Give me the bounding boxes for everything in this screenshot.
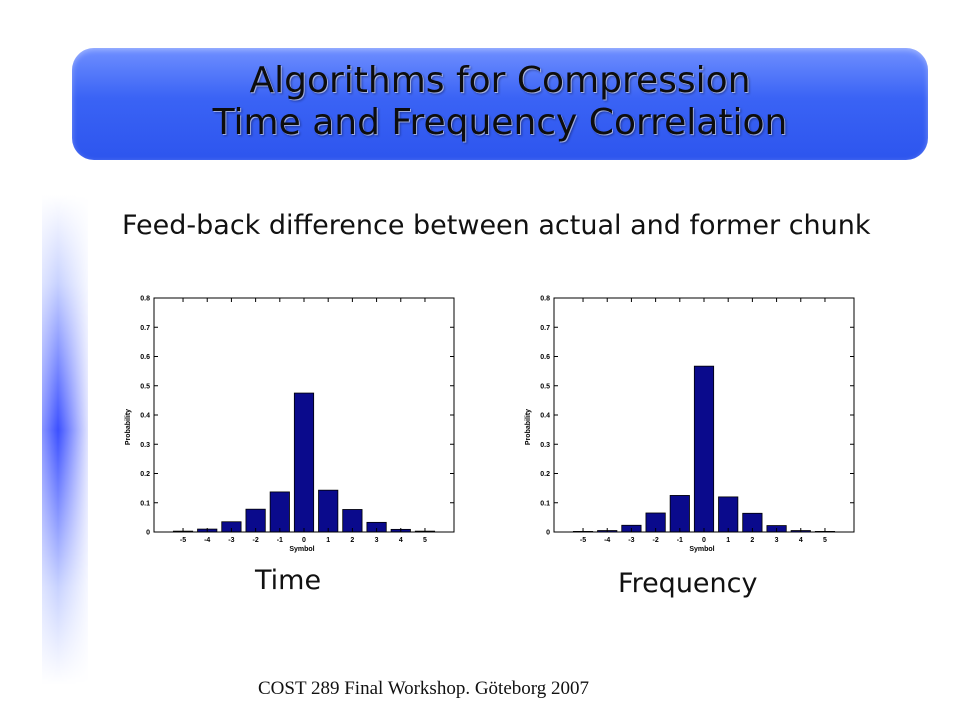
x-tick-label: 3 bbox=[775, 537, 779, 544]
x-tick-label: -1 bbox=[677, 537, 683, 544]
x-tick-label: 2 bbox=[350, 537, 354, 544]
bar bbox=[318, 489, 339, 533]
bar bbox=[669, 495, 690, 533]
time-histogram-chart: 0 0.1 0.2 0.3 0.4 0.5 0.6 0.7 0.8 -5 -4 -3 -2 -1 0 1 2 3 4… bbox=[125, 296, 455, 553]
y-tick-label: 0 bbox=[146, 530, 150, 537]
frequency-histogram-chart: 0 0.1 0.2 0.3 0.4 0.5 0.6 0.7 0.8 -5 -4 -3 -2 -1 0 1 2 3 4… bbox=[525, 296, 855, 553]
x-tick-label: -5 bbox=[580, 537, 586, 544]
bar bbox=[269, 491, 290, 533]
bar bbox=[693, 365, 715, 533]
decorative-side-bar bbox=[42, 195, 88, 685]
y-tick-label: 0.7 bbox=[140, 325, 150, 332]
y-tick-label: 0.3 bbox=[540, 442, 550, 449]
y-tick-label: 0.6 bbox=[140, 354, 150, 361]
x-tick-label: -3 bbox=[628, 537, 634, 544]
x-tick-label: 3 bbox=[375, 537, 379, 544]
bar bbox=[718, 496, 739, 533]
y-axis-label: Probability bbox=[525, 409, 532, 445]
x-tick-label: -5 bbox=[180, 537, 186, 544]
x-tick-label: 5 bbox=[423, 537, 427, 544]
x-tick-label: 0 bbox=[702, 537, 706, 544]
y-tick-label: 0.8 bbox=[140, 296, 150, 303]
bar bbox=[293, 392, 315, 533]
y-axis-label: Probability bbox=[125, 409, 132, 445]
x-tick-label: -2 bbox=[252, 537, 258, 544]
y-tick-label: 0.5 bbox=[140, 383, 150, 390]
y-tick-label: 0.4 bbox=[540, 413, 550, 420]
y-tick-label: 0.2 bbox=[140, 471, 150, 478]
y-tick-label: 0.1 bbox=[540, 500, 550, 507]
x-tick-label: 0 bbox=[302, 537, 306, 544]
y-tick-label: 0.7 bbox=[540, 325, 550, 332]
x-tick-label: 5 bbox=[823, 537, 827, 544]
y-tick-label: 0.1 bbox=[140, 500, 150, 507]
y-tick-label: 0 bbox=[546, 530, 550, 537]
x-axis-label: Symbol bbox=[289, 546, 314, 553]
x-tick-label: -3 bbox=[228, 537, 234, 544]
x-tick-label: -1 bbox=[277, 537, 283, 544]
title-banner: Algorithms for Compression Time and Freq… bbox=[72, 48, 928, 160]
x-tick-label: 4 bbox=[799, 537, 803, 544]
y-tick-label: 0.8 bbox=[540, 296, 550, 303]
x-tick-label: -2 bbox=[652, 537, 658, 544]
y-tick-label: 0.4 bbox=[140, 413, 150, 420]
slide-subtitle: Feed-back difference between actual and … bbox=[122, 210, 871, 241]
slide-title-line-1: Algorithms for Compression bbox=[249, 60, 751, 101]
time-caption: Time bbox=[255, 565, 322, 596]
y-tick-label: 0.6 bbox=[540, 354, 550, 361]
x-axis-label: Symbol bbox=[689, 546, 714, 553]
y-tick-label: 0.3 bbox=[140, 442, 150, 449]
x-tick-label: 1 bbox=[726, 537, 730, 544]
frequency-caption: Frequency bbox=[618, 568, 758, 599]
x-tick-label: -4 bbox=[604, 537, 610, 544]
y-tick-label: 0.5 bbox=[540, 383, 550, 390]
footer-text: COST 289 Final Workshop. Göteborg 2007 bbox=[258, 678, 589, 699]
x-tick-label: -4 bbox=[204, 537, 210, 544]
y-tick-label: 0.2 bbox=[540, 471, 550, 478]
x-tick-label: 4 bbox=[399, 537, 403, 544]
slide-title-line-2: Time and Frequency Correlation bbox=[212, 102, 788, 143]
x-tick-label: 2 bbox=[750, 537, 754, 544]
x-tick-label: 1 bbox=[326, 537, 330, 544]
